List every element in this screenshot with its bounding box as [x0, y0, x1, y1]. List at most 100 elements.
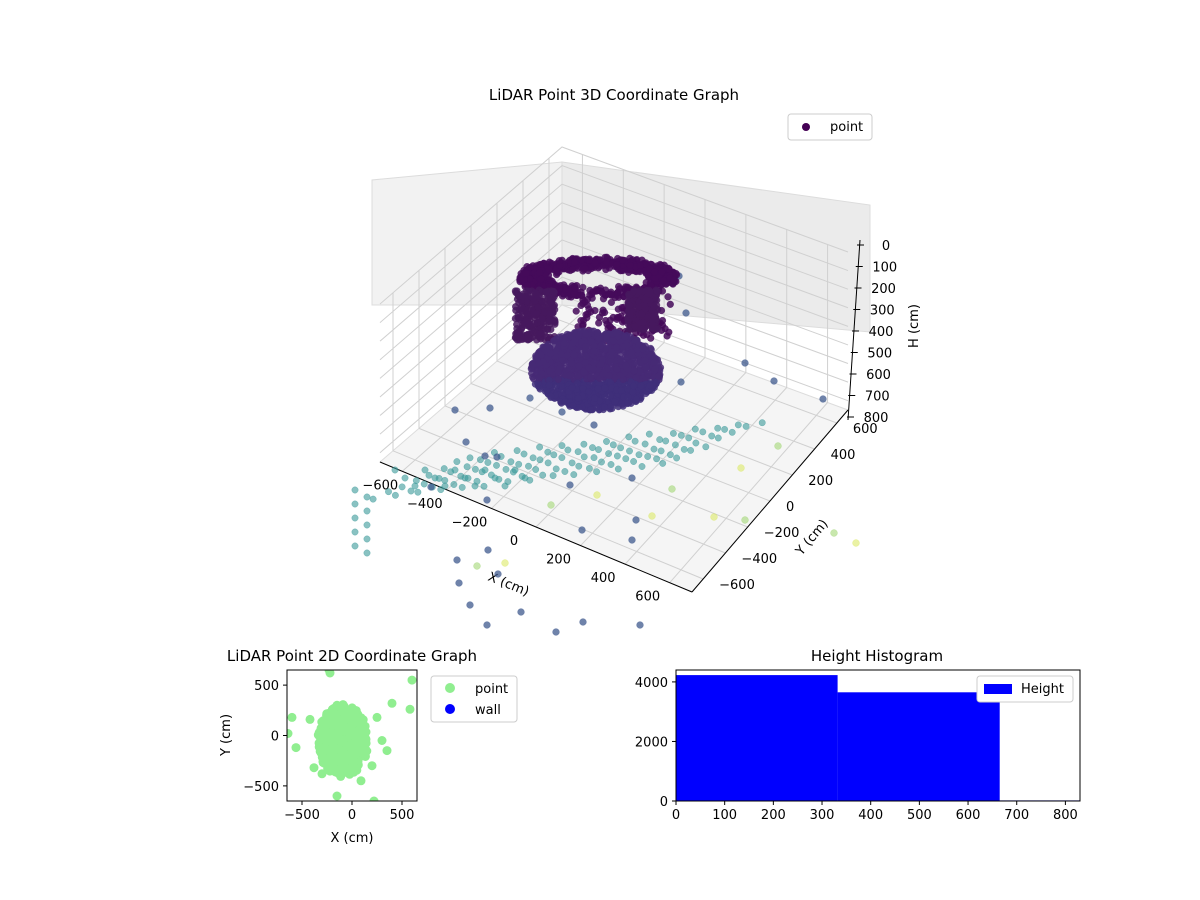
- data-point-3d: [599, 289, 607, 297]
- data-point-3d: [579, 299, 587, 308]
- grid-line-z: [379, 276, 849, 435]
- data-point-3d: [617, 355, 625, 364]
- data-point-3d: [612, 329, 621, 338]
- x-tick-label-3d: −200: [452, 515, 488, 530]
- data-point-3d: [692, 439, 700, 447]
- data-point-3d: [521, 474, 529, 482]
- data-point-3d: [682, 309, 690, 317]
- legend-3d-frame: [787, 113, 873, 141]
- data-point-3d: [453, 556, 461, 564]
- data-point-3d: [483, 621, 491, 629]
- data-point-3d: [590, 365, 598, 373]
- data-point-3d: [602, 316, 610, 325]
- legend-2d-label-point: point: [475, 682, 508, 697]
- data-point-3d: [535, 359, 543, 368]
- x-tick-label-histogram: 700: [1004, 808, 1029, 823]
- data-point-3d: [451, 466, 459, 474]
- data-point-3d: [635, 451, 643, 459]
- x-tick-label-3d: 200: [546, 553, 571, 568]
- x-tick-label-histogram: 0: [672, 808, 680, 823]
- data-point-3d: [572, 307, 580, 315]
- data-point-3d: [654, 372, 663, 381]
- data-point-3d: [570, 351, 578, 359]
- data-point-3d: [484, 459, 492, 466]
- data-point-3d: [677, 378, 685, 386]
- data-point-3d: [636, 621, 644, 629]
- data-point-3d: [471, 482, 479, 490]
- data-point-3d: [632, 373, 640, 382]
- z-tick-label-3d: 0: [882, 239, 890, 254]
- data-point-3d: [351, 514, 359, 522]
- data-point-3d: [471, 465, 479, 473]
- data-point-3d: [666, 451, 674, 459]
- data-point-3d: [632, 516, 640, 524]
- data-point-3d: [607, 298, 616, 307]
- data-point-3d: [641, 356, 649, 365]
- data-point-3d: [630, 366, 639, 375]
- data-point-3d: [590, 394, 599, 402]
- cluster-point-2d: [322, 717, 332, 727]
- data-point-3d: [617, 444, 625, 452]
- data-point-3d: [653, 455, 661, 463]
- data-point-3d: [637, 382, 645, 390]
- data-point-3d: [627, 348, 636, 357]
- data-point-3d: [407, 487, 415, 495]
- data-point-3d: [580, 368, 588, 377]
- y-tick-label-histogram: 2000: [635, 735, 668, 750]
- histogram-bars: [676, 675, 1080, 802]
- point-cloud-3d: [351, 253, 860, 636]
- data-point-3d: [535, 374, 543, 382]
- data-point-3d: [547, 392, 555, 400]
- legend-histogram-frame: [976, 675, 1074, 703]
- data-point-3d: [578, 526, 586, 534]
- data-point-3d: [369, 495, 377, 503]
- data-point-3d: [544, 448, 552, 456]
- data-point-3d: [590, 454, 598, 462]
- data-point-3d: [737, 464, 745, 472]
- data-point-3d: [610, 337, 618, 345]
- data-point-3d: [536, 456, 544, 464]
- data-point-3d: [608, 348, 616, 356]
- x-axis-label-2d: X (cm): [331, 831, 374, 846]
- data-point-3d: [363, 549, 371, 557]
- y-axis-line: [691, 409, 849, 593]
- cluster-point-2d: [333, 734, 342, 744]
- x-tick-label-3d: −400: [407, 497, 443, 512]
- y-tick-label-3d: 200: [808, 474, 833, 489]
- x-tick-label-histogram: 800: [1053, 808, 1078, 823]
- data-point-3d: [580, 440, 588, 448]
- legend-3d-label: point: [830, 120, 863, 135]
- data-point-3d: [550, 288, 558, 297]
- data-point-3d: [534, 292, 543, 300]
- data-point-3d: [664, 293, 672, 301]
- legend-histogram-label: Height: [1021, 682, 1064, 697]
- data-point-3d: [639, 318, 647, 327]
- data-point-3d: [626, 447, 633, 455]
- x-tick-label-histogram: 400: [858, 808, 883, 823]
- cluster-point-2d: [356, 713, 366, 723]
- data-point-3d: [431, 474, 439, 482]
- data-point-3d: [626, 310, 635, 318]
- cluster-point-2d: [315, 729, 325, 739]
- x-tick-label-histogram: 500: [907, 808, 932, 823]
- data-point-3d: [486, 404, 494, 412]
- data-point-3d: [593, 491, 601, 499]
- data-point-3d: [640, 325, 649, 333]
- data-point-3d: [522, 287, 531, 295]
- data-point-3d: [536, 269, 544, 277]
- data-point-3d: [540, 297, 549, 306]
- data-point-3d: [612, 261, 621, 269]
- chart-3d: LiDAR Point 3D Coordinate Graph −600 −400…: [351, 86, 922, 636]
- scatter-point-2d: [332, 791, 342, 801]
- data-point-3d: [351, 542, 359, 550]
- scatter-point-2d: [382, 746, 392, 756]
- data-point-3d: [852, 539, 860, 547]
- data-point-3d: [591, 259, 599, 267]
- data-point-3d: [534, 303, 542, 311]
- data-point-3d: [673, 454, 681, 462]
- data-point-3d: [582, 352, 590, 360]
- data-point-3d: [494, 570, 502, 578]
- data-point-3d: [641, 440, 649, 448]
- data-point-3d: [622, 455, 630, 463]
- data-point-3d: [632, 395, 641, 403]
